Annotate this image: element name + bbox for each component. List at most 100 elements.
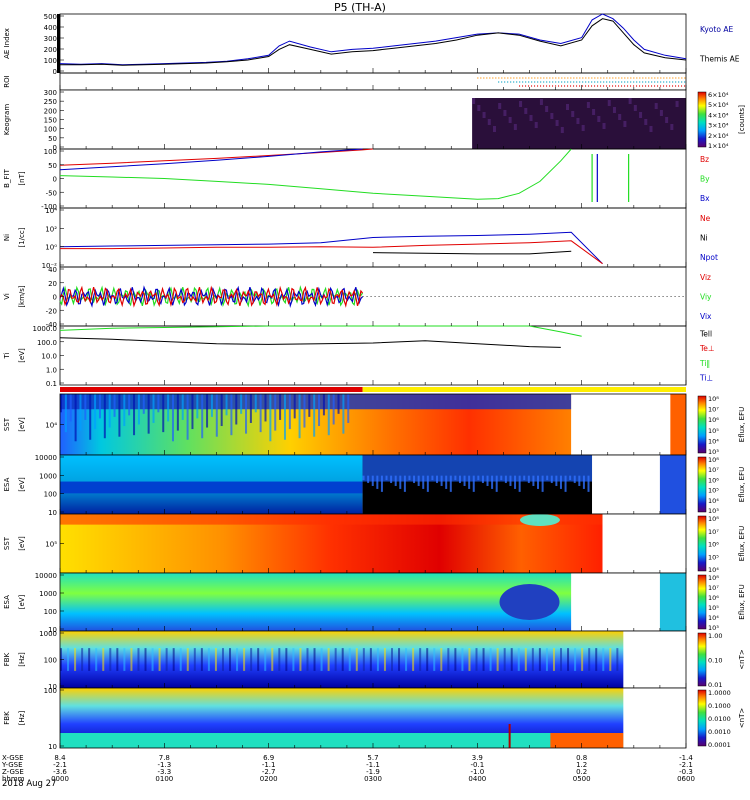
- bfield-ytick-label: 50: [48, 162, 57, 170]
- sst1-streak: [98, 394, 101, 419]
- fbk2-ylabel2: [Hz]: [18, 711, 26, 726]
- fbk1-streak: [172, 648, 175, 671]
- sst1-ylabel2: [eV]: [18, 417, 26, 432]
- fbk1-streak: [313, 648, 316, 671]
- sst1-streak: [337, 394, 340, 414]
- sst1-colorbar-label: Eflux, EFU: [738, 407, 746, 442]
- sst1-streak: [128, 394, 131, 416]
- keogram-colorbar-tick: 2×10⁴: [708, 132, 729, 140]
- keogram-colorbar-tick: 6×10⁴: [708, 91, 729, 99]
- keogram-ytick-label: 150: [44, 117, 57, 125]
- esa1-noise: [518, 475, 521, 492]
- fbk1-streak: [510, 648, 513, 671]
- sst1-streak: [235, 394, 238, 425]
- sst1-streak: [152, 394, 155, 423]
- density-ylabel2: [1/cc]: [18, 227, 26, 247]
- sst1-streak: [327, 394, 330, 436]
- fbk1-streak: [221, 648, 224, 671]
- esa1-ytick-label: 100: [44, 491, 57, 499]
- sst2-colorbar-tick: 10⁵: [708, 553, 719, 561]
- keogram-speckle: [607, 100, 611, 106]
- temperature-series-Tell: [59, 337, 561, 348]
- ephemeris-table: X-GSEY-GSEZ-GSEhhmm8.4-2.1-3.600007.8-1.…: [1, 754, 695, 783]
- fbk1-streak: [398, 648, 401, 671]
- fbk1-streak: [376, 648, 379, 671]
- esa1-noise: [559, 475, 562, 489]
- fbk1-streak: [426, 648, 429, 671]
- keogram-speckle: [628, 98, 632, 104]
- esa1-noise: [422, 475, 425, 489]
- fbk2-colorbar-tick: 0.1000: [708, 702, 731, 710]
- esa1-noise: [403, 475, 406, 492]
- density-legend-item: Ne: [700, 214, 711, 223]
- fbk1-streak: [454, 648, 457, 671]
- sst2-top: [60, 514, 603, 525]
- velocity-ytick-label: 20: [48, 280, 57, 288]
- fbk1-streak: [433, 648, 436, 671]
- fbk1-streak: [102, 648, 105, 671]
- fbk1-streak: [257, 648, 260, 671]
- esa1-noise: [495, 475, 498, 492]
- fbk1-streak: [538, 648, 541, 671]
- fbk1-streak: [95, 648, 98, 671]
- sst1-top-band: [60, 394, 572, 410]
- fbk2-ylabel: FBK: [3, 711, 11, 725]
- fbk1-streak: [419, 648, 422, 671]
- date-label: 2018 Aug 27: [2, 779, 56, 789]
- sst1-colorbar-tick: 10³: [708, 448, 719, 456]
- keogram-ytick-label: 300: [44, 89, 57, 97]
- esa1-noise: [587, 475, 590, 492]
- fbk1-ytick-label: 1000: [39, 630, 57, 638]
- bfield-ylabel: B_FIT: [3, 168, 11, 187]
- fbk1-streak: [236, 648, 239, 671]
- esa1-noise: [394, 475, 397, 486]
- esa1-noise: [546, 475, 549, 481]
- velocity-legend-item: Viy: [700, 293, 712, 302]
- bfield-series-By: [59, 148, 572, 200]
- keogram-speckle: [654, 103, 658, 109]
- keogram-speckle: [639, 112, 643, 118]
- bfield-legend-item: Bz: [700, 155, 709, 164]
- sst1-streak: [103, 394, 106, 439]
- sst2-colorbar-label: Eflux, EFU: [738, 526, 746, 561]
- esa1-noise: [445, 475, 448, 489]
- fbk1-streak: [243, 648, 246, 671]
- velocity-series: [59, 285, 364, 308]
- esa1-noise: [514, 475, 517, 489]
- sst1-streak: [225, 394, 228, 416]
- mode-bar-slow: [362, 387, 686, 392]
- bfield-series-Bz: [59, 148, 374, 166]
- keogram-speckle: [586, 102, 590, 108]
- fbk1-streak: [320, 648, 323, 671]
- esa2-colorbar-tick: 10⁸: [708, 574, 719, 582]
- esa1-noise: [582, 475, 585, 489]
- esa2-ylabel2: [eV]: [18, 594, 26, 609]
- fbk1-streak: [503, 648, 506, 671]
- fbk2-ytick-label: 10: [48, 743, 57, 751]
- esa2-ytick-label: 10: [48, 626, 57, 634]
- sst1-streak: [303, 394, 306, 428]
- keogram-speckle: [602, 123, 606, 129]
- sst2-colorbar: [697, 515, 707, 572]
- esa1-noise: [541, 475, 544, 492]
- esa1-colorbar-tick: 10⁸: [708, 456, 719, 464]
- sst1-streak: [162, 394, 165, 433]
- esa2-spectrogram: [60, 573, 572, 631]
- sst1-streak: [308, 394, 311, 417]
- bfield-legend-item: By: [700, 175, 710, 184]
- ephem-value: -1.0: [470, 768, 484, 776]
- fbk1-streak: [567, 648, 570, 671]
- ae-ytick-label: 400: [44, 24, 57, 32]
- keogram-speckle: [550, 113, 554, 119]
- sst1-colorbar-tick: 10⁶: [708, 416, 719, 424]
- esa1-noise: [367, 475, 370, 484]
- ephem-value: 0400: [468, 775, 486, 783]
- esa1-noise: [504, 475, 507, 484]
- esa1-noise: [463, 475, 466, 486]
- keogram-speckle: [633, 105, 637, 111]
- velocity-legend-item: Vix: [700, 312, 712, 321]
- keogram-speckle: [519, 101, 523, 107]
- keogram-speckle: [487, 119, 491, 125]
- sst1-streak: [220, 394, 223, 427]
- panels: AE Index ROI Keogram B_FIT [nT] Ni [1/cc] Vi [km…: [3, 13, 740, 749]
